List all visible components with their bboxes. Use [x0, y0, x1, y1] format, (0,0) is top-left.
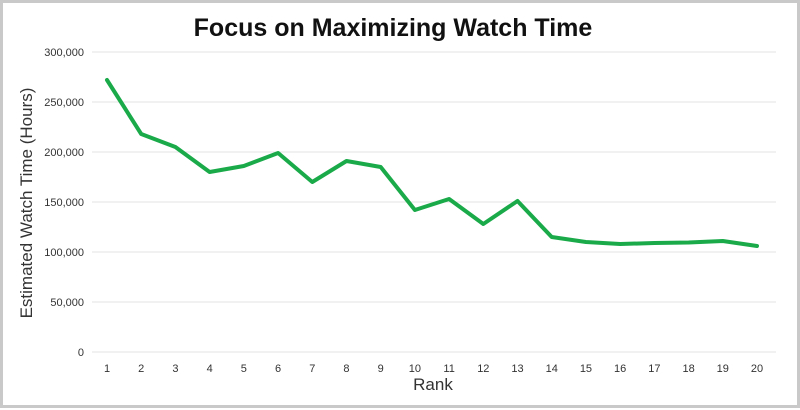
x-tick-label: 13: [511, 363, 523, 375]
line-chart: Focus on Maximizing Watch Time 050,00010…: [17, 14, 776, 394]
x-tick-label: 8: [343, 363, 349, 375]
y-tick-label: 100,000: [44, 247, 84, 259]
x-tick-label: 20: [751, 363, 763, 375]
gridlines: [92, 51, 776, 353]
x-tick-label: 18: [682, 363, 694, 375]
x-axis-label: Rank: [413, 375, 453, 394]
series-line: [105, 78, 759, 248]
x-tick-label: 14: [546, 363, 558, 375]
x-tick-label: 5: [241, 363, 247, 375]
x-tick-label: 7: [309, 363, 315, 375]
y-tick-labels: 0 50,000 100,000 150,000 200,000 250,000 300,0…: [44, 47, 84, 359]
x-tick-label: 2: [138, 363, 144, 375]
y-tick-label: 150,000: [44, 197, 84, 209]
x-tick-label: 1: [104, 363, 110, 375]
y-tick-label: 300,000: [44, 47, 84, 59]
y-tick-label: 0: [78, 347, 84, 359]
y-tick-label: 200,000: [44, 147, 84, 159]
y-tick-label: 50,000: [50, 297, 84, 309]
x-tick-label: 9: [378, 363, 384, 375]
x-tick-labels: 1 2 3 4 5 6 7 8 9 10 11 12 13 14 15 16 17 18 19 20: [104, 363, 763, 375]
x-tick-label: 11: [443, 363, 454, 375]
x-tick-label: 4: [207, 363, 213, 375]
x-tick-label: 10: [409, 363, 421, 375]
series-layer: [105, 78, 759, 248]
x-tick-label: 3: [172, 363, 178, 375]
y-axis-label: Estimated Watch Time (Hours): [17, 88, 36, 319]
x-tick-label: 12: [477, 363, 489, 375]
x-tick-label: 19: [717, 363, 729, 375]
x-tick-label: 6: [275, 363, 281, 375]
y-tick-label: 250,000: [44, 97, 84, 109]
x-tick-label: 16: [614, 363, 626, 375]
x-tick-label: 15: [580, 363, 592, 375]
chart-title: Focus on Maximizing Watch Time: [194, 14, 593, 42]
x-tick-label: 17: [648, 363, 660, 375]
